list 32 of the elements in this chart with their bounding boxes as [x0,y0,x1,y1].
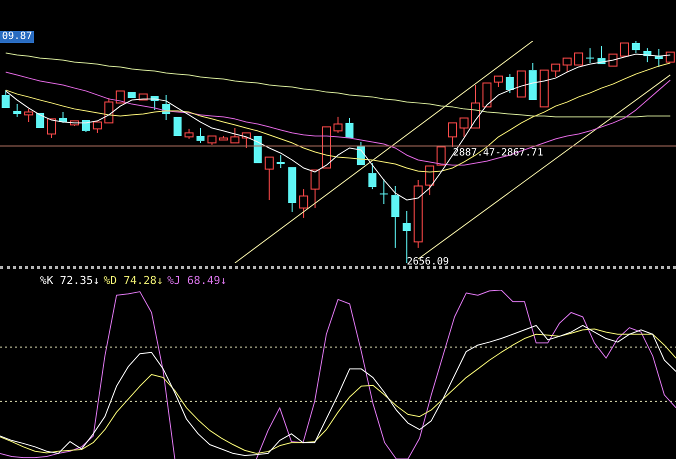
candlestick [345,118,354,138]
candlestick [299,188,308,218]
candlestick [310,169,320,208]
candlestick [82,120,90,133]
annotation: 2656.09 [406,256,449,268]
text: %K 72.35↓ [40,274,100,287]
annotation: 09.87 [0,31,34,43]
candlestick [276,154,285,168]
candlestick [333,116,343,134]
candlestick [368,162,376,190]
candlestick [460,118,469,138]
candlestick [288,167,296,212]
candlestick [494,76,503,88]
candlestick [264,156,274,200]
candlestick [414,179,423,248]
text: %J 68.49↓ [167,274,227,287]
candlestick [470,84,480,129]
candlestick [425,165,434,196]
candlestick [2,90,10,108]
candlestick [242,132,251,149]
candlestick [551,64,560,78]
candlestick [506,74,514,94]
candlestick [448,122,458,148]
candlestick [391,185,400,248]
candlestick [632,40,640,54]
candlestick [528,62,537,100]
candlestick [24,108,34,123]
text: %D 74.28↓ [104,274,164,287]
candlestick [379,178,388,204]
candlestick [13,104,22,118]
candlestick [586,48,595,64]
candlestick [196,128,205,144]
